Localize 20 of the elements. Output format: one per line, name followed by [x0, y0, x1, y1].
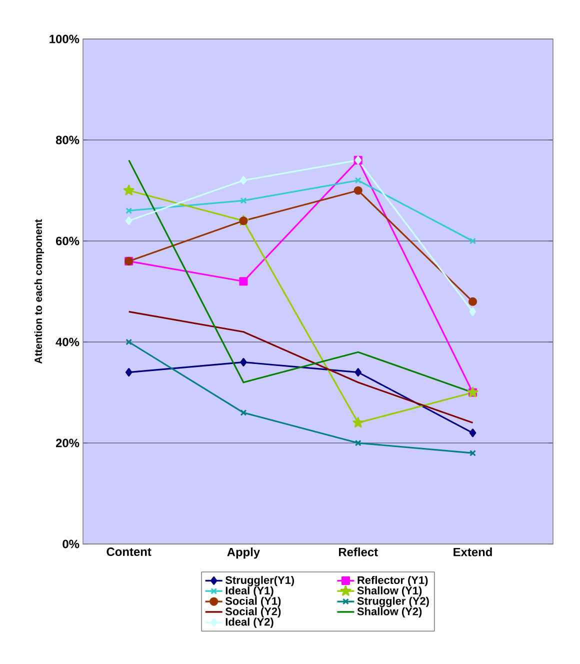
x-tick-label: Apply: [227, 548, 260, 559]
legend-label: Reflector (Y1): [358, 576, 428, 586]
legend-label: Struggler (Y2): [357, 596, 429, 608]
x-tick-label: Reflect: [338, 548, 378, 556]
legend-label: Struggler(Y1): [225, 576, 294, 586]
y-tick-label: 60%: [56, 236, 80, 246]
y-tick-label: 40%: [56, 338, 80, 346]
legend-label: Shallow (Y1): [357, 586, 422, 597]
legend-label: Social (Y2): [225, 607, 281, 618]
legend-label: Shallow (Y2): [357, 607, 422, 618]
legend-label: Social (Y1): [225, 596, 281, 608]
y-tick-label: 20%: [56, 438, 80, 448]
x-tick-label: Extend: [454, 548, 492, 556]
y-tick-label: 100%: [50, 34, 80, 44]
y-axis-title: Attention to each component: [34, 219, 44, 364]
y-tick-label: 80%: [56, 136, 80, 144]
legend-label: Ideal (Y2): [226, 618, 274, 628]
y-tick-label: 0%: [62, 540, 80, 548]
x-tick-label: Content: [106, 548, 152, 556]
legend-label: Ideal (Y1): [226, 586, 274, 597]
